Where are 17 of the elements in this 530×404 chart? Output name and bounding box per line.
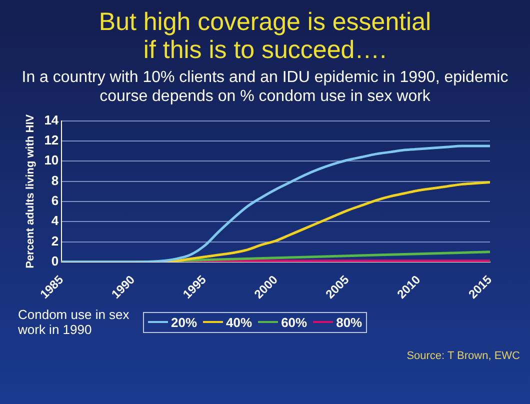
- y-tick-label: 4: [51, 213, 60, 228]
- legend-label: 80%: [336, 314, 362, 330]
- legend-label: 60%: [281, 314, 308, 330]
- y-tick-label: 12: [44, 132, 59, 148]
- y-tick-label: 8: [51, 172, 59, 188]
- y-tick-label: 6: [51, 193, 59, 208]
- legend-label: 40%: [226, 314, 252, 330]
- legend-title: Condom use in sex work in 1990: [18, 307, 130, 337]
- source-note: Source: T Brown, EWC: [406, 350, 520, 362]
- y-tick-label: 0: [51, 254, 59, 269]
- chart-subtitle: In a country with 10% clients and an IDU epidemic in 1990, epidemic course depends on % condom use in sex work: [20, 68, 510, 106]
- legend-label: 20%: [171, 314, 198, 330]
- y-tick-label: 10: [44, 152, 59, 168]
- y-tick-label: 2: [51, 233, 59, 248]
- y-axis-title: Percent adults living with HIV: [24, 114, 37, 268]
- y-tick-label: 14: [44, 112, 60, 128]
- chart-title: But high coverage is essential if this is to succeed….: [98, 7, 432, 64]
